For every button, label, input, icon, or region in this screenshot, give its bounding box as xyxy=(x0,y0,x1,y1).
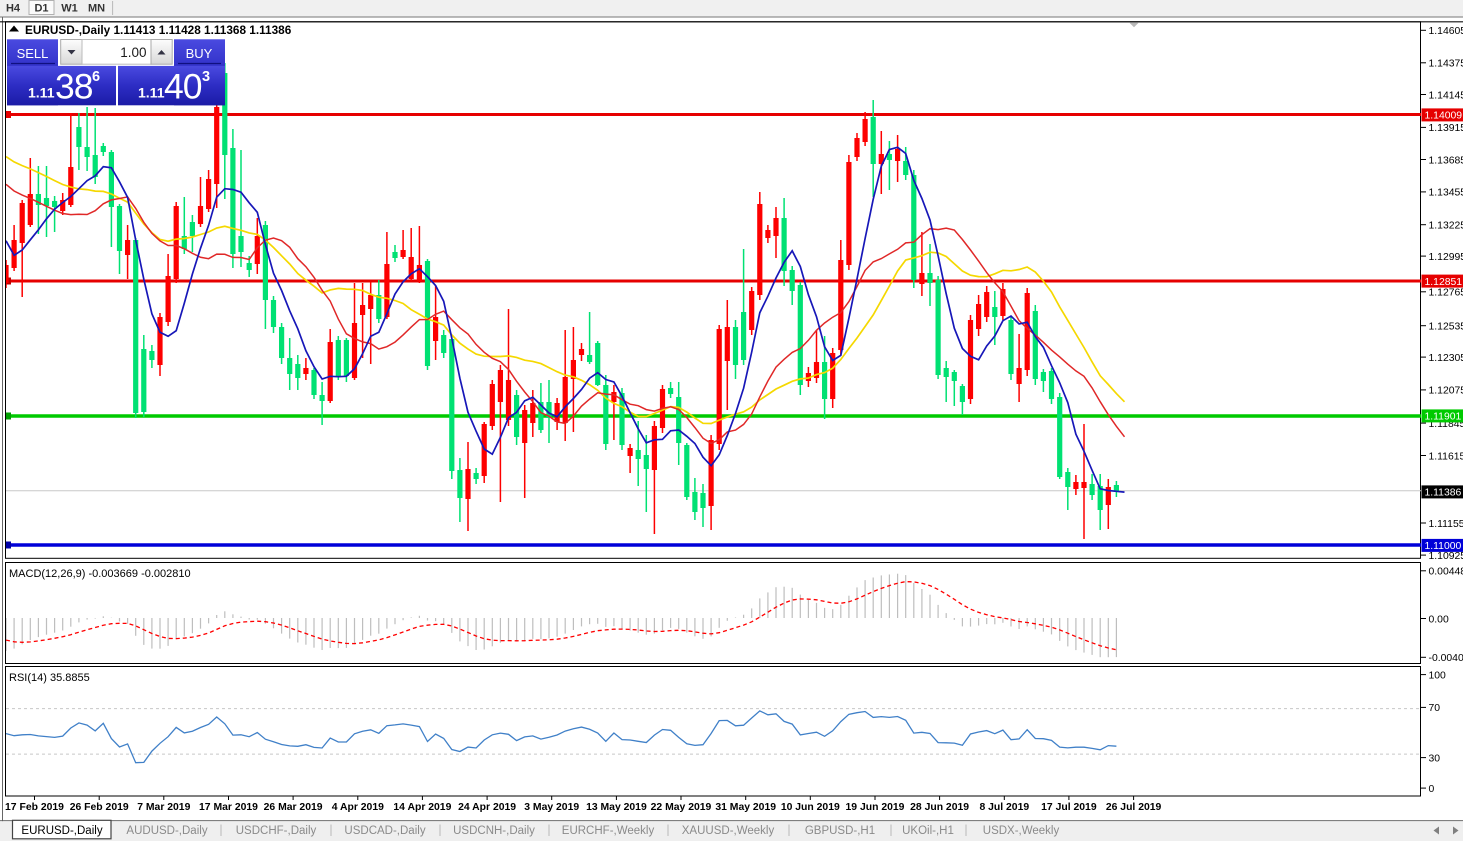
svg-text:4 Apr 2019: 4 Apr 2019 xyxy=(332,802,384,813)
svg-text:1.11901: 1.11901 xyxy=(1425,412,1462,423)
svg-text:1.13915: 1.13915 xyxy=(1429,123,1463,134)
svg-text:1.11: 1.11 xyxy=(138,85,165,101)
svg-text:1.14009: 1.14009 xyxy=(1425,111,1463,122)
svg-text:MACD(12,26,9) -0.003669 -0.002: MACD(12,26,9) -0.003669 -0.002810 xyxy=(9,568,191,580)
svg-text:38: 38 xyxy=(55,67,93,107)
svg-text:1.12995: 1.12995 xyxy=(1429,252,1463,263)
svg-text:D1: D1 xyxy=(34,3,48,15)
svg-text:6: 6 xyxy=(92,69,100,85)
svg-text:17 Feb 2019: 17 Feb 2019 xyxy=(5,802,64,813)
svg-text:10 Jun 2019: 10 Jun 2019 xyxy=(781,802,840,813)
svg-text:UKOil-,H1: UKOil-,H1 xyxy=(902,825,954,837)
svg-text:14 Apr 2019: 14 Apr 2019 xyxy=(393,802,451,813)
svg-text:|: | xyxy=(890,825,893,837)
svg-text:1.11155: 1.11155 xyxy=(1429,519,1463,530)
svg-text:30: 30 xyxy=(1429,753,1441,764)
svg-text:EURCHF-,Weekly: EURCHF-,Weekly xyxy=(562,825,655,837)
svg-text:1.13225: 1.13225 xyxy=(1429,221,1463,232)
svg-text:0: 0 xyxy=(1429,784,1435,795)
svg-text:|: | xyxy=(439,825,442,837)
svg-text:13 May 2019: 13 May 2019 xyxy=(586,802,647,813)
svg-text:70: 70 xyxy=(1429,703,1441,714)
svg-text:1.12851: 1.12851 xyxy=(1425,277,1463,288)
svg-text:MN: MN xyxy=(88,3,105,15)
svg-text:W1: W1 xyxy=(61,3,78,15)
svg-text:|: | xyxy=(548,825,551,837)
svg-text:1.12305: 1.12305 xyxy=(1429,353,1463,364)
svg-text:USDCNH-,Daily: USDCNH-,Daily xyxy=(453,825,535,837)
svg-text:100: 100 xyxy=(1429,670,1447,681)
svg-text:31 May 2019: 31 May 2019 xyxy=(715,802,776,813)
svg-text:28 Jun 2019: 28 Jun 2019 xyxy=(910,802,969,813)
svg-text:8 Jul 2019: 8 Jul 2019 xyxy=(979,802,1029,813)
svg-text:USDCHF-,Daily: USDCHF-,Daily xyxy=(236,825,317,837)
svg-text:3 May 2019: 3 May 2019 xyxy=(524,802,579,813)
svg-text:1.12075: 1.12075 xyxy=(1429,386,1463,397)
svg-text:H4: H4 xyxy=(6,3,21,15)
svg-text:3: 3 xyxy=(202,69,210,85)
svg-text:1.10925: 1.10925 xyxy=(1429,551,1463,562)
svg-text:40: 40 xyxy=(164,67,202,107)
svg-text:EURUSD-,Daily: EURUSD-,Daily xyxy=(21,825,102,837)
svg-text:-0.004057: -0.004057 xyxy=(1429,653,1463,664)
svg-text:|: | xyxy=(330,825,333,837)
svg-text:0.00: 0.00 xyxy=(1429,614,1449,625)
svg-text:USDX-,Weekly: USDX-,Weekly xyxy=(983,825,1060,837)
svg-text:|: | xyxy=(788,825,791,837)
svg-text:|: | xyxy=(220,825,223,837)
svg-text:GBPUSD-,H1: GBPUSD-,H1 xyxy=(805,825,875,837)
svg-text:1.12765: 1.12765 xyxy=(1429,288,1463,299)
svg-text:1.14375: 1.14375 xyxy=(1429,59,1463,70)
svg-text:1.12535: 1.12535 xyxy=(1429,322,1463,333)
svg-text:26 Feb 2019: 26 Feb 2019 xyxy=(70,802,129,813)
svg-text:17 Jul 2019: 17 Jul 2019 xyxy=(1041,802,1097,813)
svg-text:EURUSD-,Daily 1.11413 1.11428: EURUSD-,Daily 1.11413 1.11428 1.11368 1.… xyxy=(25,23,292,37)
svg-text:17 Mar 2019: 17 Mar 2019 xyxy=(199,802,258,813)
svg-text:26 Mar 2019: 26 Mar 2019 xyxy=(264,802,323,813)
svg-text:RSI(14) 35.8855: RSI(14) 35.8855 xyxy=(9,672,90,684)
svg-text:SELL: SELL xyxy=(17,46,49,61)
svg-text:1.11615: 1.11615 xyxy=(1429,451,1463,462)
svg-text:BUY: BUY xyxy=(186,46,213,61)
svg-text:0.004482: 0.004482 xyxy=(1429,567,1463,578)
svg-text:19 Jun 2019: 19 Jun 2019 xyxy=(846,802,905,813)
svg-text:|: | xyxy=(965,825,968,837)
svg-text:1.14605: 1.14605 xyxy=(1429,26,1463,37)
svg-text:USDCAD-,Daily: USDCAD-,Daily xyxy=(344,825,425,837)
svg-text:24 Apr 2019: 24 Apr 2019 xyxy=(458,802,516,813)
svg-text:1.13455: 1.13455 xyxy=(1429,188,1463,199)
svg-text:1.13685: 1.13685 xyxy=(1429,155,1463,166)
svg-text:1.11000: 1.11000 xyxy=(1425,541,1462,552)
svg-text:1.11386: 1.11386 xyxy=(1425,488,1462,499)
svg-text:1.00: 1.00 xyxy=(120,45,146,60)
svg-text:XAUUSD-,Weekly: XAUUSD-,Weekly xyxy=(682,825,775,837)
svg-text:22 May 2019: 22 May 2019 xyxy=(651,802,712,813)
svg-text:AUDUSD-,Daily: AUDUSD-,Daily xyxy=(126,825,207,837)
svg-text:|: | xyxy=(667,825,670,837)
svg-text:26 Jul 2019: 26 Jul 2019 xyxy=(1106,802,1162,813)
svg-text:1.14145: 1.14145 xyxy=(1429,90,1463,101)
svg-text:1.11: 1.11 xyxy=(28,85,55,101)
svg-text:7 Mar 2019: 7 Mar 2019 xyxy=(137,802,190,813)
svg-text:1.11845: 1.11845 xyxy=(1429,419,1463,430)
